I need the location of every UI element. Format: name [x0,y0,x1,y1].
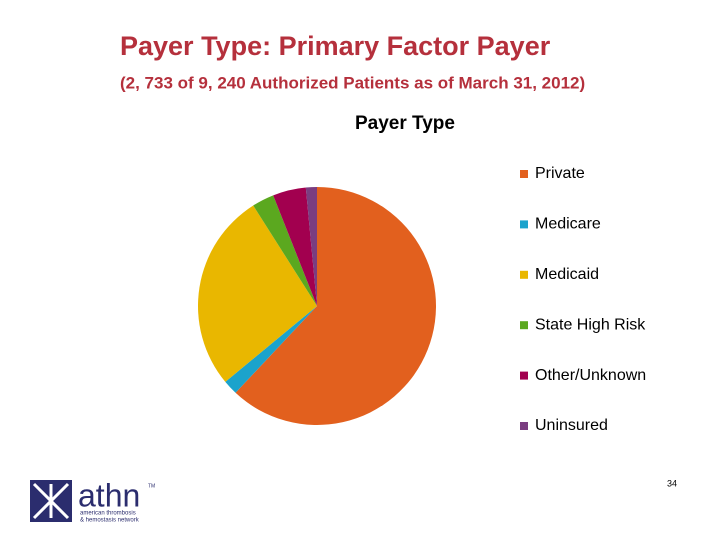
legend-label: State High Risk [535,316,646,333]
legend-swatch [520,220,528,229]
logo-trademark: TM [148,483,155,489]
logo-line: american thrombosis [80,511,136,517]
logo-line: & hemostasis network [80,518,140,524]
pie-slice [305,187,317,306]
legend-swatch [520,321,528,330]
page-number: 34 [667,478,677,488]
legend-label: Other/Unknown [535,367,646,384]
legend-swatch [520,170,528,178]
legend-label: Private [535,165,585,182]
logo-text: athn [78,477,140,513]
legend-swatch [520,422,528,430]
slide-subtitle: (2, 733 of 9, 240 Authorized Patients as… [120,73,585,92]
pie-slice [198,205,317,382]
legend-label: Uninsured [535,417,608,434]
chart-title: Payer Type [355,113,455,134]
legend-label: Medicare [535,216,601,233]
legend-swatch [520,371,528,380]
logo-icon-mark [32,482,70,520]
pie-slice [235,187,437,425]
logo: athn TM american thrombosis & hemostasis… [30,477,155,524]
slide-title: Payer Type: Primary Factor Payer [120,31,551,61]
pie-slice [253,195,317,306]
pie-slice [225,306,317,393]
legend: Private Medicare Medicaid State High Risk Ot… [520,165,646,434]
legend-swatch [520,270,528,279]
legend-label: Medicaid [535,266,599,283]
pie-slice [273,187,317,306]
pie [198,187,437,425]
